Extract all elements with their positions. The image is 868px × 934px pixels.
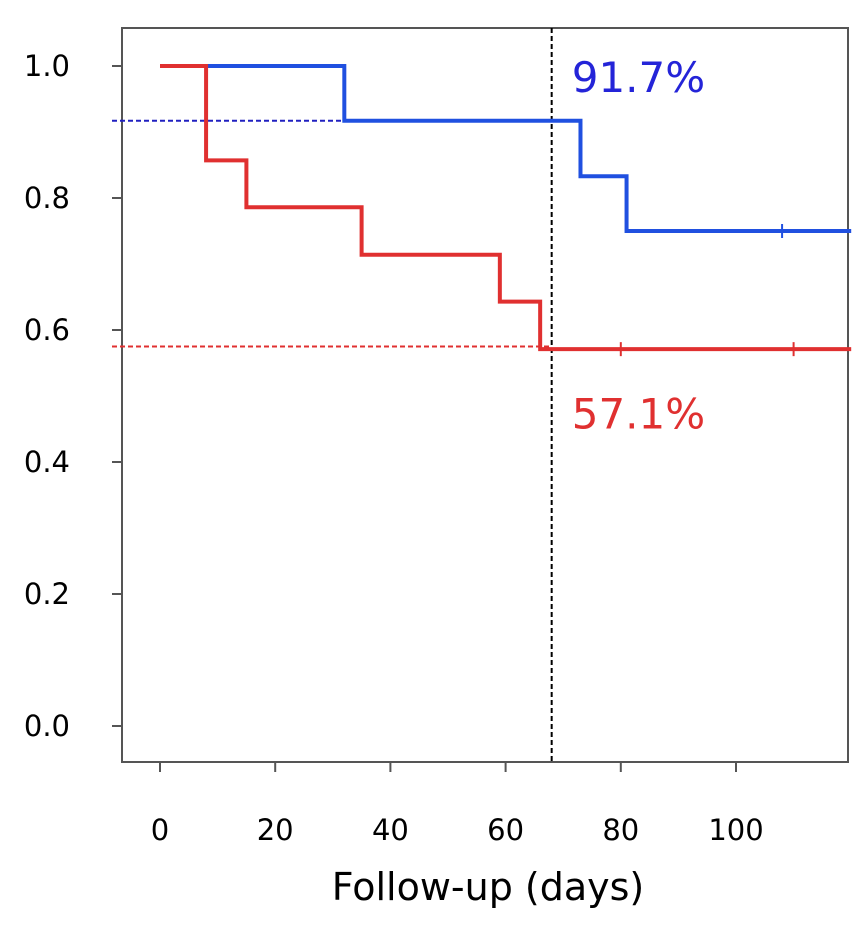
y-tick-label: 0.8 bbox=[24, 181, 70, 215]
x-tick-label: 20 bbox=[257, 813, 294, 847]
blue-survival-curve bbox=[160, 64, 852, 233]
y-tick-label: 0.0 bbox=[24, 709, 70, 743]
x-tick-label: 0 bbox=[151, 813, 169, 847]
annotation-red-rate: 57.1% bbox=[572, 390, 705, 439]
y-axis: 0.0 0.2 0.4 0.6 0.8 1.0 bbox=[24, 49, 122, 743]
y-tick-label: 1.0 bbox=[24, 49, 70, 83]
x-tick-label: 60 bbox=[487, 813, 524, 847]
x-tick-label: 40 bbox=[372, 813, 409, 847]
y-tick-label: 0.4 bbox=[24, 445, 70, 479]
y-tick-label: 0.2 bbox=[24, 577, 70, 611]
y-tick-label: 0.6 bbox=[24, 313, 70, 347]
reference-lines bbox=[112, 28, 553, 762]
plot-area-frame bbox=[121, 27, 849, 763]
x-tick-label: 80 bbox=[602, 813, 639, 847]
red-survival-curve bbox=[160, 64, 852, 352]
annotations: 91.7% 57.1% bbox=[572, 53, 705, 439]
survival-curves bbox=[160, 64, 852, 357]
x-axis-title: Follow-up (days) bbox=[332, 865, 645, 909]
annotation-blue-rate: 91.7% bbox=[572, 53, 705, 102]
x-axis: 0 20 40 60 80 100 bbox=[151, 761, 848, 847]
x-tick-label: 100 bbox=[708, 813, 763, 847]
